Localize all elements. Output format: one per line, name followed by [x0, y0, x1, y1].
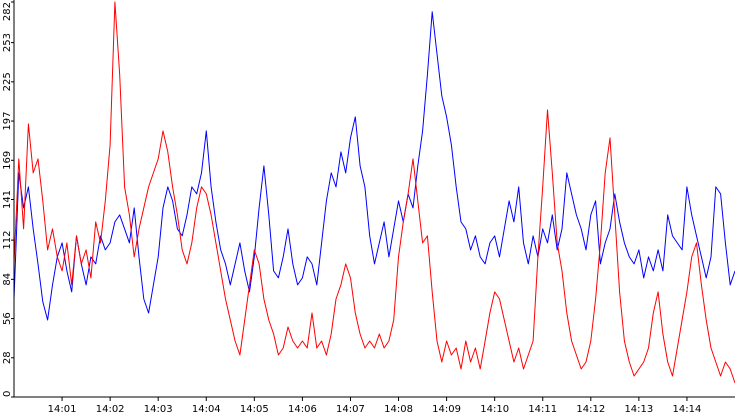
x-tick-label: 14:02	[96, 404, 125, 415]
series-layer	[13, 1, 735, 384]
x-tick-label: 14:05	[240, 404, 269, 415]
y-tick-label: 112	[2, 231, 13, 250]
x-tick-label: 14:10	[480, 404, 509, 415]
x-tick-label: 14:03	[144, 404, 173, 415]
y-tick-label: 56	[2, 312, 13, 325]
axis-layer	[13, 0, 735, 398]
y-tick-label: 28	[2, 351, 13, 364]
x-tick-label: 14:09	[432, 404, 461, 415]
y-tick-label: 253	[2, 33, 13, 52]
y-tick-layer: 0 28 56 84 112 141 169 197 225 253 282	[2, 1, 14, 398]
x-tick-label: 14:01	[48, 404, 77, 415]
x-tick-label: 14:12	[576, 404, 605, 415]
y-tick-label: 282	[2, 2, 13, 21]
y-tick-label: 225	[2, 72, 13, 91]
series-line-2	[13, 1, 735, 384]
x-tick-label: 14:13	[624, 404, 653, 415]
y-tick-label: 84	[2, 273, 13, 286]
y-tick-label: 0	[2, 391, 13, 397]
x-tick-label: 14:07	[336, 404, 365, 415]
series-line-1	[13, 11, 735, 321]
x-tick-label: 14:08	[384, 404, 413, 415]
y-tick-label: 197	[2, 112, 13, 131]
x-tick-label: 14:14	[673, 404, 702, 415]
x-tick-layer: 14:01 14:02 14:03 14:04 14:05 14:06 14:07 14:08…	[48, 397, 702, 415]
y-tick-label: 169	[2, 151, 13, 170]
x-tick-label: 14:11	[528, 404, 557, 415]
x-tick-label: 14:06	[288, 404, 317, 415]
x-tick-label: 14:04	[192, 404, 221, 415]
y-tick-label: 141	[2, 190, 13, 209]
